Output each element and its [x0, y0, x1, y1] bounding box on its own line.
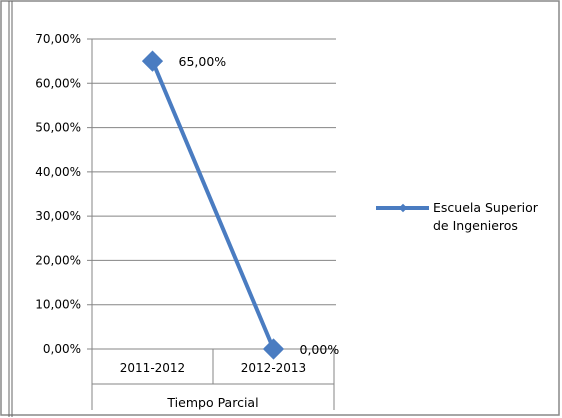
legend: Escuela Superior de Ingenieros — [376, 200, 539, 233]
category-axis: 2011-2012 2012-2013 — [91, 39, 335, 410]
legend-entry-line-2: de Ingenieros — [433, 218, 518, 233]
gridlines — [87, 38, 336, 350]
x-tick-label: 2012-2013 — [241, 361, 306, 375]
x-axis-title: Tiempo Parcial — [166, 395, 258, 410]
y-axis-tick-labels: 0,00% 10,00% 20,00% 30,00% 40,00% 50,00% 60,00… — [35, 32, 81, 356]
y-tick-label: 0,00% — [43, 342, 81, 356]
data-label: 65,00% — [179, 54, 227, 69]
y-tick-label: 20,00% — [35, 253, 81, 267]
y-tick-label: 10,00% — [35, 298, 81, 312]
legend-diamond-marker — [398, 203, 408, 213]
y-tick-label: 50,00% — [35, 121, 81, 135]
legend-entry-line-1: Escuela Superior — [433, 200, 539, 215]
series-line — [150, 60, 276, 350]
y-tick-label: 30,00% — [35, 209, 81, 223]
data-point-marker — [141, 50, 164, 72]
y-tick-label: 40,00% — [35, 165, 81, 179]
y-tick-label: 60,00% — [35, 76, 81, 90]
data-label: 0,00% — [300, 342, 340, 357]
y-tick-label: 70,00% — [35, 32, 81, 46]
x-tick-label: 2011-2012 — [120, 361, 185, 375]
data-labels: 65,00% 0,00% — [179, 54, 340, 357]
